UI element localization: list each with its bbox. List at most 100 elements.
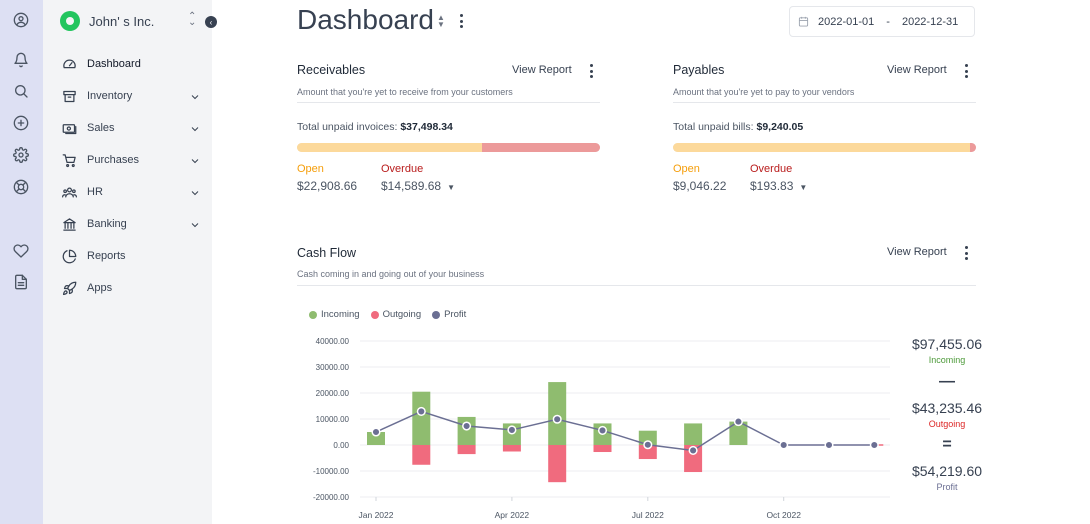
legend-item-profit[interactable]: Profit [432,309,466,320]
chevron-updown-icon[interactable]: ⌃ ⌄ [188,11,197,28]
chevron-down-icon[interactable] [189,122,201,134]
legend-item-outgoing[interactable]: Outgoing [370,309,422,320]
cashflow-subtitle: Cash coming in and going out of your bus… [297,269,485,279]
sidebar-item-label: Inventory [87,90,133,102]
sidebar-item-inventory[interactable]: Inventory [61,80,201,112]
date-from[interactable]: 2022-01-01 [818,15,875,28]
page-menu-kebab-icon[interactable] [458,14,464,28]
profit-point [869,440,879,450]
search-icon[interactable] [12,82,30,100]
profit-point [597,425,608,435]
receivables-overdue-dropdown[interactable]: $14,589.68 ▼ [381,179,455,193]
payables-total: Total unpaid bills: $9,240.05 [673,121,803,133]
page-title: Dashboard [297,4,434,35]
cashflow-view-report-link[interactable]: View Report [887,246,947,258]
legend-item-incoming[interactable]: Incoming [309,309,360,320]
x-tick-label: Oct 2022 [766,510,801,520]
receivables-total-value: $37,498.34 [400,121,453,133]
profit-point [688,445,698,456]
heart-icon[interactable] [12,242,30,260]
sidebar-item-label: Sales [87,122,115,134]
y-tick-label: 30000.00 [316,363,350,372]
cashflow-title: Cash Flow [297,246,357,260]
profit-point [643,440,653,450]
profit-total: $54,219.60 [911,463,983,479]
document-icon[interactable] [12,273,30,291]
legend-label: Outgoing [382,309,422,320]
payables-title: Payables [673,63,725,77]
sidebar-item-label: HR [87,186,103,198]
payables-menu-kebab-icon[interactable] [963,64,969,78]
legend-dot [370,310,379,319]
y-tick-label: -20000.00 [313,493,350,502]
chevron-updown-icon[interactable]: ▲ ▼ [437,13,445,29]
company-switcher[interactable]: John' s Inc. [60,11,154,31]
receivables-subtitle: Amount that you're yet to receive from y… [297,87,513,97]
profit-point [552,414,562,424]
sidebar-item-apps[interactable]: Apps [61,272,201,304]
chevron-down-icon[interactable] [189,186,201,198]
sidebar-item-banking[interactable]: Banking [61,208,201,240]
profit-point [779,440,789,450]
profit-point [507,425,517,435]
profit-point [416,406,426,417]
receivables-total-label: Total unpaid invoices: [297,121,398,133]
date-to[interactable]: 2022-12-31 [901,15,959,28]
sidebar-item-reports[interactable]: Reports [61,240,201,272]
sidebar-item-sales[interactable]: Sales [61,112,201,144]
receivables-menu-kebab-icon[interactable] [588,64,594,78]
user-circle-icon[interactable] [12,11,30,29]
chevron-down-icon[interactable] [189,154,201,166]
profit-label: Profit [936,482,958,492]
receivables-open-label: Open [297,163,324,175]
sidebar-item-hr[interactable]: HR [61,176,201,208]
receivables-overdue-label: Overdue [381,163,424,175]
outgoing-bar [457,445,476,455]
payables-overdue-dropdown[interactable]: $193.83 ▼ [750,179,807,193]
receivables-total: Total unpaid invoices: $37,498.34 [297,121,453,133]
profit-point [462,421,472,431]
profit-point [733,417,743,427]
incoming-total: $97,455.06 [911,336,983,352]
sidebar-item-dashboard[interactable]: Dashboard [61,48,201,80]
sidebar-item-purchases[interactable]: Purchases [61,144,201,176]
caret-down-icon[interactable]: ▼ [447,183,455,192]
cashflow-chart: 40000.00 30000.00 20000.00 10000.00 0.00 -100… [313,337,890,520]
profit-summary: $54,219.60 Profit [905,463,989,492]
sidebar-item-label: Dashboard [87,58,141,70]
plus-circle-icon[interactable] [12,114,30,132]
gear-icon[interactable] [12,146,30,164]
receivables-view-report-link[interactable]: View Report [512,64,572,76]
inventory-icon [61,88,77,104]
incoming-bar [367,432,385,445]
receivables-progress-bar [297,143,600,152]
help-buoy-icon[interactable] [12,178,30,196]
sidebar-item-label: Apps [87,282,113,294]
payables-overdue-label: Overdue [750,163,793,175]
date-separator: - [886,15,890,28]
chevron-down-icon[interactable] [189,90,201,102]
payables-open-label: Open [673,163,700,175]
bell-icon[interactable] [12,51,30,69]
calendar-icon [798,16,809,27]
outgoing-bar [684,445,703,473]
payables-view-report-link[interactable]: View Report [887,64,947,76]
outgoing-bar [412,445,431,465]
incoming-bar [638,430,657,445]
incoming-summary: $97,455.06 Incoming [905,336,989,365]
cart-icon [61,152,77,168]
incoming-bar [729,421,748,445]
rocket-icon [61,280,77,296]
collapse-sidebar-icon[interactable]: ‹ [205,16,217,28]
x-tick-label: Jan 2022 [359,510,394,520]
date-range-picker[interactable]: 2022-01-01 - 2022-12-31 [789,6,975,37]
outgoing-bar [548,445,567,483]
chevron-down-icon[interactable] [189,218,201,230]
sidebar-item-label: Reports [87,250,126,262]
equals-sign: = [942,436,952,453]
sidebar-nav: Dashboard Inventory Sales Purchases HR B… [61,48,201,304]
y-tick-label: 0.00 [333,441,349,450]
cashflow-menu-kebab-icon[interactable] [963,246,969,260]
caret-down-icon[interactable]: ▼ [799,183,808,192]
legend-label: Profit [444,309,467,320]
